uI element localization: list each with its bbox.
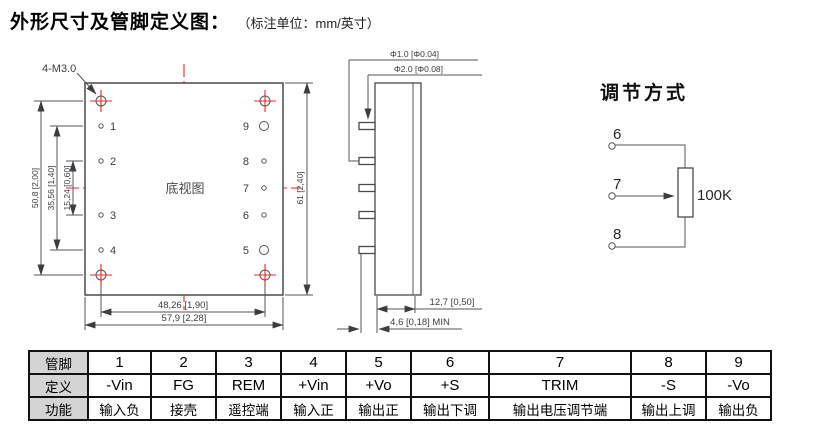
dim-label-pin-length: 4,6 [0,18] MIN xyxy=(390,317,450,328)
dim-label-width-holes: 48,26 [1,90] xyxy=(158,300,208,311)
row-header-definition: 定义 xyxy=(28,373,89,398)
side-view: Φ1.0 [Φ0.04] Φ2.0 [Φ0.08] 12,7 [0,50] 4,… xyxy=(337,49,482,333)
definition-cell: TRIM xyxy=(488,373,632,398)
left-pin-holes xyxy=(98,123,104,253)
pin-cell: 4 xyxy=(280,350,347,375)
pin-number-label: 1 xyxy=(110,121,116,133)
definition-cell: +Vo xyxy=(345,373,412,398)
mounting-hole xyxy=(254,90,276,112)
terminal-label-7: 7 xyxy=(613,176,621,193)
side-pins xyxy=(358,121,376,255)
pin-number-label: 5 xyxy=(243,245,249,257)
dim-label-depth: 12,7 [0,50] xyxy=(430,297,475,308)
view-label: 底视图 xyxy=(165,181,204,196)
pin-cell: 2 xyxy=(150,350,217,375)
pin-cell: 9 xyxy=(705,350,772,375)
title-text: 外形尺寸及管脚定义图： xyxy=(10,12,231,33)
pin-cell: 6 xyxy=(410,350,490,375)
function-cell: 遥控端 xyxy=(215,396,282,421)
side-body-outline xyxy=(374,82,422,296)
pin-number-label: 2 xyxy=(110,156,116,168)
dim-label-height-body: 61 [2,40] xyxy=(295,171,305,204)
pin-cell: 5 xyxy=(345,350,412,375)
pin-definition-row: 定义 -Vin FG REM +Vin +Vo +S TRIM -S -Vo xyxy=(28,373,772,398)
pin-cell: 1 xyxy=(87,350,152,375)
terminal-label-6: 6 xyxy=(613,126,621,143)
screw-size-label: 4-M3.0 xyxy=(42,63,76,75)
left-dimensions xyxy=(34,100,83,276)
pin-number-label: 6 xyxy=(243,210,249,222)
mounting-hole xyxy=(90,90,112,112)
pin-function-row: 功能 输入负 接壳 遥控端 输入正 输出正 输出下调 输出电压调节端 输出上调 … xyxy=(28,396,772,421)
right-dimension xyxy=(285,82,313,296)
definition-cell: +Vin xyxy=(280,373,347,398)
dim-label-height-mid: 35,56 [1,40] xyxy=(46,166,56,211)
pin-number-label: 7 xyxy=(243,183,249,195)
screw-leader-line xyxy=(76,72,97,95)
unit-note: （标注单位：mm/英寸） xyxy=(244,16,380,31)
pin-number-label: 3 xyxy=(110,210,116,222)
function-cell: 输入负 xyxy=(87,396,152,421)
right-pin-holes xyxy=(259,121,269,255)
resistor-value-label: 100K xyxy=(697,187,732,204)
dim-label-small-pin-dia: Φ1.0 [Φ0.04] xyxy=(390,49,439,59)
page-title: 外形尺寸及管脚定义图： （标注单位：mm/英寸） xyxy=(10,7,380,34)
definition-cell: +S xyxy=(410,373,490,398)
definition-cell: REM xyxy=(215,373,282,398)
function-cell: 输出正 xyxy=(345,396,412,421)
definition-cell: -S xyxy=(630,373,707,398)
pin-definition-table: 管脚 1 2 3 4 5 6 7 8 9 定义 -Vin FG REM +Vin… xyxy=(28,350,772,421)
adjustment-diagram: 调节方式 6 7 8 100K xyxy=(600,81,732,250)
dim-label-large-pin-dia: Φ2.0 [Φ0.08] xyxy=(394,64,443,74)
function-cell: 输出上调 xyxy=(630,396,707,421)
pin-cell: 8 xyxy=(630,350,707,375)
wires xyxy=(615,144,686,248)
pin-dia-leaders xyxy=(348,59,482,162)
mounting-hole xyxy=(254,264,276,286)
pin-number-label: 9 xyxy=(243,121,249,133)
dim-label-height-inner: 15,24 [0,60] xyxy=(62,166,72,211)
pin-number-label: 4 xyxy=(110,245,116,257)
dim-label-height-outer: 50,8 [2,00] xyxy=(30,168,40,208)
function-cell: 输出下调 xyxy=(410,396,490,421)
definition-cell: -Vin xyxy=(87,373,152,398)
pin-number-row: 管脚 1 2 3 4 5 6 7 8 9 xyxy=(28,350,772,375)
terminal-label-8: 8 xyxy=(613,226,621,243)
definition-cell: FG xyxy=(150,373,217,398)
bottom-view: 4-M3.0 1 2 3 4 9 8 7 6 5 底视图 xyxy=(30,63,313,330)
definition-cell: -Vo xyxy=(705,373,772,398)
dim-label-width-body: 57,9 [2,28] xyxy=(162,313,207,324)
pin-number-label: 8 xyxy=(243,156,249,168)
function-cell: 输出负 xyxy=(705,396,772,421)
bottom-dimensions xyxy=(84,284,284,330)
pin-cell: 3 xyxy=(215,350,282,375)
mounting-hole xyxy=(90,264,112,286)
function-cell: 输出电压调节端 xyxy=(488,396,632,421)
function-cell: 输入正 xyxy=(280,396,347,421)
mounting-holes xyxy=(90,90,276,286)
module-body-outline xyxy=(84,82,284,296)
adjustment-title: 调节方式 xyxy=(600,81,688,104)
side-bottom-dimensions xyxy=(337,254,482,333)
function-cell: 接壳 xyxy=(150,396,217,421)
potentiometer-body xyxy=(677,167,694,218)
row-header-function: 功能 xyxy=(28,396,89,421)
pin-cell: 7 xyxy=(488,350,632,375)
row-header-pin: 管脚 xyxy=(28,350,89,375)
